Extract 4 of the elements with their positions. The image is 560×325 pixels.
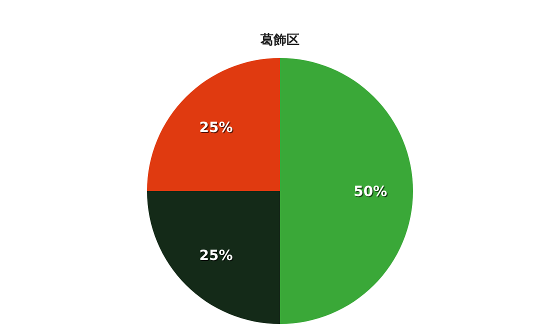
data-label: 25% bbox=[200, 248, 234, 265]
data-label: 50% bbox=[354, 184, 388, 200]
data-label: 25% bbox=[200, 121, 234, 138]
chart-title: 葛飾区 bbox=[260, 32, 300, 48]
